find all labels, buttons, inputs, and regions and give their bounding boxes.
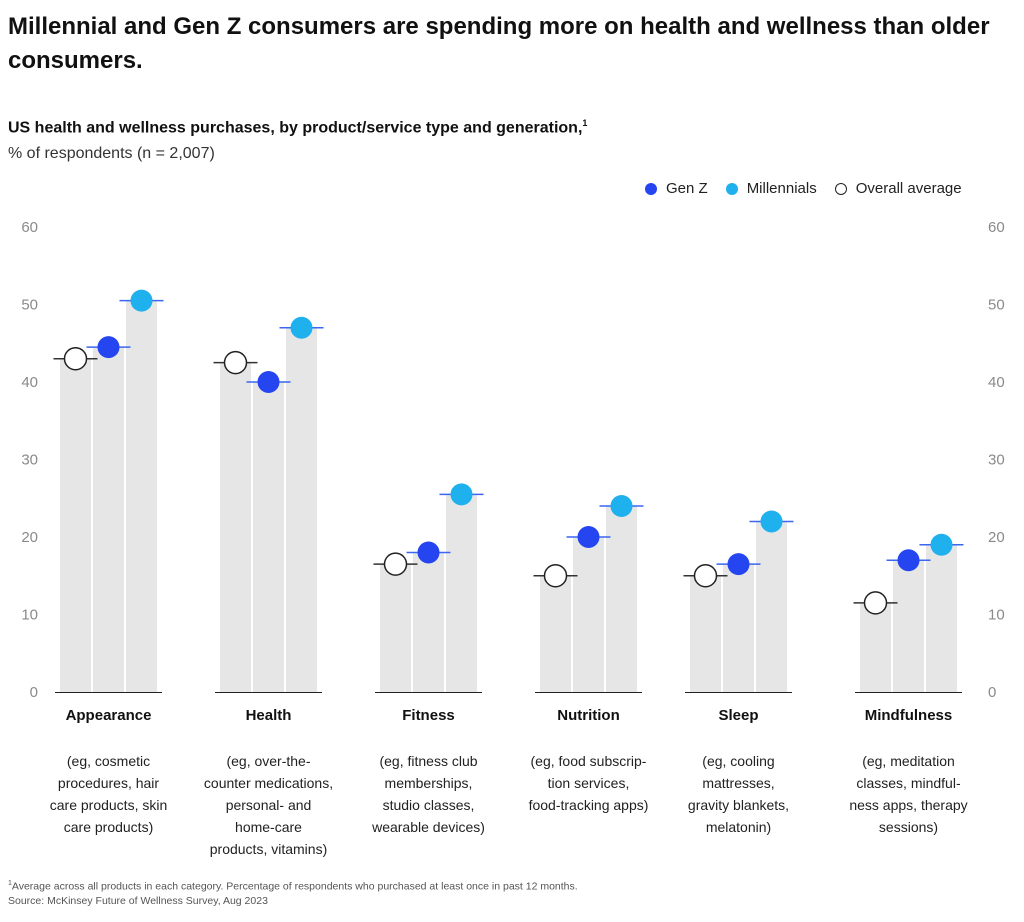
y-tick-label-left: 60 <box>21 219 38 236</box>
marker-mindfulness-gen-z <box>897 549 920 572</box>
marker-sleep-millennials <box>760 510 783 533</box>
category-description-mindfulness: ness apps, therapy <box>849 797 967 813</box>
category-description-health: counter medications, <box>204 775 333 791</box>
category-description-health: (eg, over-the- <box>226 753 310 769</box>
marker-fitness-millennials <box>450 483 473 506</box>
gen-z-dot-icon <box>645 182 657 195</box>
y-tick-label-left: 0 <box>30 684 38 701</box>
chart-title: Millennial and Gen Z consumers are spend… <box>8 13 990 74</box>
bar-health-overall-average <box>220 362 251 692</box>
category-label-mindfulness: Mindfulness <box>865 707 953 724</box>
y-tick-label-right: 60 <box>988 219 1005 236</box>
y-tick-label-left: 20 <box>21 529 38 546</box>
bar-mindfulness-overall-average <box>860 602 891 692</box>
category-description-fitness: wearable devices) <box>371 819 485 835</box>
legend-label-overall-average: Overall average <box>855 180 962 197</box>
category-description-appearance: procedures, hair <box>58 775 160 791</box>
category-description-appearance: care products, skin <box>50 797 168 813</box>
legend: Gen Z Millennials Overall average <box>645 180 962 197</box>
marker-nutrition-millennials <box>610 495 633 517</box>
bar-fitness-millennials <box>446 494 477 692</box>
category-description-mindfulness: sessions) <box>879 819 938 835</box>
category-label-appearance: Appearance <box>66 707 152 724</box>
category-description-sleep: melatonin) <box>706 819 771 835</box>
y-tick-label-right: 20 <box>988 529 1005 546</box>
marker-health-gen-z <box>257 371 280 393</box>
category-description-sleep: mattresses, <box>702 775 774 791</box>
category-label-health: Health <box>246 707 292 724</box>
category-description-mindfulness: (eg, meditation <box>862 753 955 769</box>
marker-mindfulness-millennials <box>930 533 953 556</box>
category-label-nutrition: Nutrition <box>557 707 619 724</box>
y-tick-label-left: 50 <box>21 297 38 314</box>
category-description-nutrition: food-tracking apps) <box>529 797 649 813</box>
category-label-sleep: Sleep <box>718 707 758 724</box>
category-description-fitness: (eg, fitness club <box>379 753 477 769</box>
category-description-mindfulness: classes, mindful- <box>856 775 961 791</box>
bar-nutrition-millennials <box>606 506 637 692</box>
y-tick-label-left: 10 <box>21 607 38 624</box>
marker-fitness-gen-z <box>417 541 440 564</box>
bar-fitness-overall-average <box>380 564 411 692</box>
marker-health-overall-average <box>223 350 248 375</box>
category-description-health: products, vitamins) <box>210 841 327 857</box>
y-tick-label-right: 30 <box>988 452 1005 469</box>
y-tick-label-right: 50 <box>988 297 1005 314</box>
category-description-appearance: care products) <box>64 819 153 835</box>
bar-sleep-millennials <box>756 521 787 692</box>
bar-mindfulness-gen-z <box>893 560 924 692</box>
bar-fitness-gen-z <box>413 552 444 692</box>
marker-nutrition-gen-z <box>577 526 600 548</box>
category-description-appearance: (eg, cosmetic <box>67 753 150 769</box>
category-description-health: home-care <box>235 819 302 835</box>
category-description-health: personal- and <box>226 797 312 813</box>
category-description-sleep: (eg, cooling <box>702 753 774 769</box>
y-tick-label-right: 0 <box>988 684 996 701</box>
bar-sleep-gen-z <box>723 564 754 692</box>
footnote: 1Average across all products in each cat… <box>8 877 578 908</box>
millennials-dot-icon <box>725 182 738 195</box>
marker-appearance-gen-z <box>97 336 120 359</box>
bar-appearance-gen-z <box>93 347 124 692</box>
y-tick-label-left: 40 <box>21 374 38 391</box>
y-tick-label-right: 10 <box>988 607 1005 624</box>
marker-health-millennials <box>290 316 313 339</box>
bar-nutrition-overall-average <box>540 575 571 692</box>
marker-sleep-overall-average <box>693 564 718 588</box>
bar-nutrition-gen-z <box>573 537 604 692</box>
category-label-fitness: Fitness <box>402 707 455 724</box>
unit-label: % of respondents (n = 2,007) <box>8 145 215 162</box>
marker-sleep-gen-z <box>727 553 750 576</box>
legend-label-millennials: Millennials <box>746 180 817 197</box>
legend-item-overall-average: Overall average <box>834 180 962 197</box>
marker-appearance-millennials <box>130 289 153 312</box>
marker-nutrition-overall-average <box>543 564 568 588</box>
bar-sleep-overall-average <box>690 575 721 692</box>
category-description-fitness: studio classes, <box>383 797 475 813</box>
category-description-fitness: memberships, <box>385 775 473 791</box>
y-tick-label-right: 40 <box>988 374 1005 391</box>
category-description-sleep: gravity blankets, <box>688 797 789 813</box>
legend-label-gen-z: Gen Z <box>666 180 708 197</box>
legend-item-millennials: Millennials <box>725 180 817 197</box>
bar-mindfulness-millennials <box>926 544 957 692</box>
chart-subtitle: US health and wellness purchases, by pro… <box>8 118 588 137</box>
marker-appearance-overall-average <box>63 347 88 371</box>
category-description-nutrition: tion services, <box>548 775 630 791</box>
legend-item-gen-z: Gen Z <box>645 180 708 197</box>
category-description-nutrition: (eg, food subscrip- <box>531 753 647 769</box>
marker-fitness-overall-average <box>383 552 408 576</box>
marker-mindfulness-overall-average <box>863 591 888 615</box>
footnote-note: 1Average across all products in each cat… <box>8 880 578 893</box>
footnote-marker: 1 <box>8 880 12 887</box>
bar-health-gen-z <box>253 382 284 692</box>
bar-appearance-millennials <box>126 300 157 692</box>
footnote-source: Source: McKinsey Future of Wellness Surv… <box>8 894 268 907</box>
overall-average-dot-icon <box>834 182 847 195</box>
bar-appearance-overall-average <box>60 358 91 692</box>
y-tick-label-left: 30 <box>21 452 38 469</box>
subtitle-footnote-marker: 1 <box>582 118 588 128</box>
bar-health-millennials <box>286 327 317 692</box>
